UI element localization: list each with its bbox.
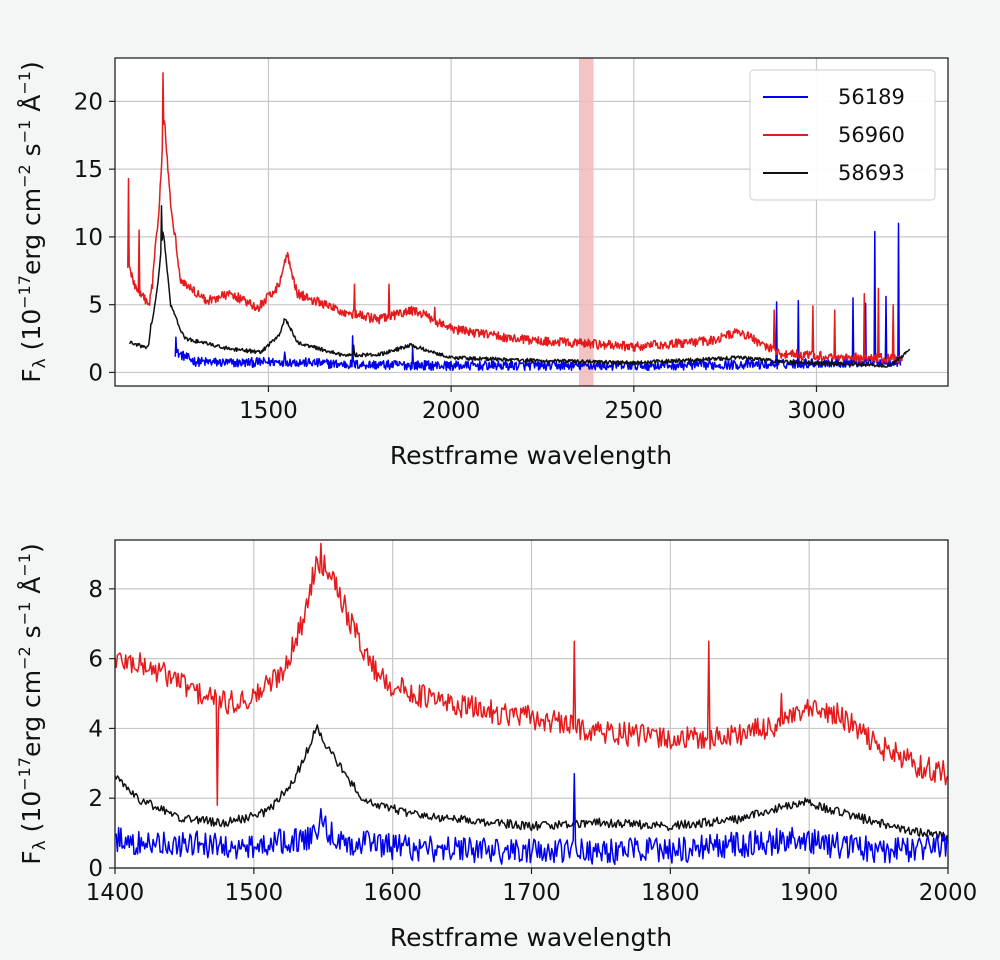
series-line-58693 (128, 204, 911, 368)
legend-label-56189: 56189 (838, 85, 905, 109)
series-line-56189 (174, 222, 902, 372)
x-tick-label: 1900 (780, 880, 839, 906)
top-ticks: 1500 2000 2500 3000 0 5 10 15 20 (74, 89, 846, 424)
y-tick-label: 15 (74, 157, 103, 183)
y-tick-label: 5 (88, 293, 103, 319)
bottom-chart: 1400 1500 1600 1700 1800 1900 2000 0 2 4 6 8 Restfr… (15, 539, 978, 952)
x-tick-label: 1500 (239, 398, 298, 424)
y-tick-label: 6 (88, 647, 103, 673)
legend-label-56960: 56960 (838, 123, 905, 147)
bottom-ticks: 1400 1500 1600 1700 1800 1900 2000 0 2 4 6 8 (86, 577, 978, 906)
top-shaded-band (578, 58, 594, 386)
top-axes-frame (114, 57, 949, 387)
bottom-series-group (114, 542, 949, 866)
x-tick-label: 1500 (225, 880, 284, 906)
x-tick-label: 2500 (605, 398, 664, 424)
top-chart: 1500 2000 2500 3000 0 5 10 15 20 Restframe wavel… (15, 57, 949, 470)
series-line-56960 (127, 72, 904, 365)
y-tick-label: 20 (74, 89, 103, 115)
y-tick-label: 0 (88, 360, 103, 386)
x-tick-label: 2000 (919, 880, 978, 906)
y-tick-label: 0 (88, 856, 103, 882)
x-tick-label: 2000 (422, 398, 481, 424)
y-tick-label: 8 (88, 577, 103, 603)
series-line-56960 (114, 542, 949, 806)
legend-box (749, 69, 936, 201)
x-tick-label: 1700 (502, 880, 561, 906)
bottom-y-axis-label: Fλ (10−17erg cm−2 s−1 Å−1) (15, 543, 50, 864)
top-series-group (127, 72, 911, 372)
y-tick-label: 2 (88, 786, 103, 812)
x-tick-label: 1400 (86, 880, 145, 906)
bottom-x-axis-label: Restframe wavelength (390, 923, 672, 952)
legend-label-58693: 58693 (838, 161, 905, 185)
x-tick-label: 1800 (641, 880, 700, 906)
x-tick-label: 1600 (363, 880, 422, 906)
x-tick-label: 3000 (787, 398, 846, 424)
y-tick-label: 10 (74, 225, 103, 251)
top-x-axis-label: Restframe wavelength (390, 441, 672, 470)
y-tick-label: 4 (88, 716, 103, 742)
top-y-axis-label: Fλ (10−17erg cm−2 s−1 Å−1) (15, 61, 50, 382)
series-line-56189 (114, 773, 949, 866)
top-legend: 56189 56960 58693 (749, 69, 936, 201)
series-line-58693 (114, 724, 949, 841)
